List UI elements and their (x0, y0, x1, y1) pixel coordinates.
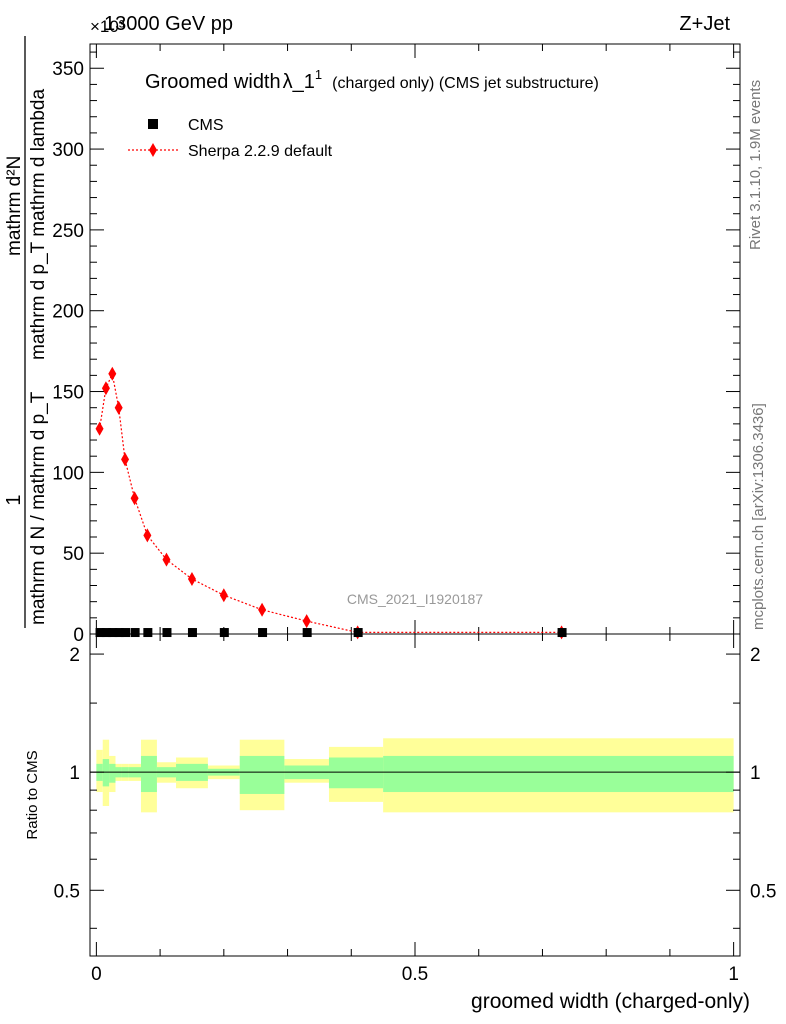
main-ytick-label: 100 (52, 463, 84, 484)
cms-point (108, 628, 118, 638)
sherpa-point (121, 452, 130, 467)
sherpa-point (302, 614, 311, 629)
cms-point (95, 628, 105, 638)
rivet-label: Rivet 3.1.10, 1.9M events (747, 80, 764, 250)
sherpa-point (143, 528, 152, 543)
cms-point (101, 628, 111, 638)
sherpa-point (130, 491, 139, 506)
sherpa-point (258, 602, 267, 617)
ratio-xtick-label: 0.5 (402, 964, 428, 985)
cms-point (353, 628, 363, 638)
cms-point (114, 628, 124, 638)
sherpa-point (162, 552, 171, 567)
ratio-inner-band (328, 757, 384, 789)
ratio-axes: 0.5 0.5 1 1 2 2 0 0.5 1 (54, 634, 776, 985)
ratio-inner-band (383, 755, 734, 793)
sherpa-point (101, 381, 110, 396)
y-multiplier: ×10³ (90, 17, 125, 36)
x-axis-label: groomed width (charged-only) (471, 990, 750, 1013)
header-right: Z+Jet (679, 13, 730, 35)
sherpa-point (108, 366, 117, 381)
main-ytick-label: 300 (52, 140, 84, 161)
ratio-ytick-label-right: 0.5 (750, 881, 776, 902)
sherpa-point (114, 400, 123, 415)
ratio-ylabel: Ratio to CMS (24, 750, 41, 839)
main-ytick-label: 200 (52, 302, 84, 323)
main-axes: 0 50 100 150 200 250 300 350 (52, 44, 740, 646)
legend-cms-label: CMS (188, 117, 224, 134)
ylabel-one: 1 (3, 494, 25, 505)
main-ylabel: 1 mathrm d N / mathrm d p_T mathrm d²N m… (3, 36, 49, 628)
ratio-inner-band (109, 763, 116, 783)
cms-point (187, 628, 197, 638)
header-left: 13000 GeV pp (104, 13, 233, 35)
ratio-ytick-label-right: 1 (750, 763, 761, 784)
sherpa-line (99, 371, 562, 633)
sherpa-point (187, 572, 196, 587)
cms-point (557, 628, 567, 638)
cms-point (162, 628, 172, 638)
cms-point (121, 628, 131, 638)
ratio-ytick-label: 2 (69, 645, 80, 666)
ratio-xtick-label: 0 (91, 964, 102, 985)
main-ytick-label: 250 (52, 221, 84, 242)
main-series (95, 366, 567, 640)
ylabel-right-den: mathrm d p_T mathrm d lambda (28, 89, 49, 360)
legend-title-sup: 1 (315, 67, 322, 82)
ratio-ytick-label: 0.5 (54, 881, 80, 902)
ratio-bands (90, 738, 740, 813)
legend-title-lambda: λ_1 (283, 71, 315, 93)
legend: Groomed width λ_11 (charged only) (CMS jet… (128, 67, 599, 160)
main-ytick-label: 150 (52, 383, 84, 404)
sherpa-point (219, 588, 228, 603)
legend-title-main: Groomed width (145, 71, 281, 93)
cms-point (143, 628, 153, 638)
ratio-inner-band (239, 755, 285, 794)
cms-point (258, 628, 268, 638)
cms-point (130, 628, 140, 638)
legend-title-suffix: (charged only) (CMS jet substructure) (332, 75, 599, 92)
watermark: CMS_2021_I1920187 (347, 591, 483, 607)
ylabel-denominator: mathrm d N / mathrm d p_T (28, 391, 49, 625)
cms-point (302, 628, 312, 638)
ratio-inner-band (140, 755, 157, 793)
sherpa-point (95, 421, 104, 436)
main-ytick-label: 0 (73, 625, 84, 646)
mcplots-label: mcplots.cern.ch [arXiv:1306.3436] (750, 403, 767, 630)
ratio-xtick-label: 1 (728, 964, 739, 985)
legend-cms-marker (148, 119, 158, 129)
legend-sherpa-marker (149, 143, 157, 157)
main-ytick-label: 50 (63, 544, 84, 565)
main-ytick-label: 350 (52, 59, 84, 80)
ylabel-right-num: mathrm d²N (4, 156, 25, 256)
ratio-inner-band (102, 759, 110, 787)
cms-point (219, 628, 229, 638)
legend-sherpa-label: Sherpa 2.2.9 default (188, 143, 333, 160)
ratio-ytick-label: 1 (69, 763, 80, 784)
ratio-ytick-label-right: 2 (750, 645, 761, 666)
legend-title: Groomed width λ_11 (charged only) (CMS jet… (145, 67, 599, 93)
